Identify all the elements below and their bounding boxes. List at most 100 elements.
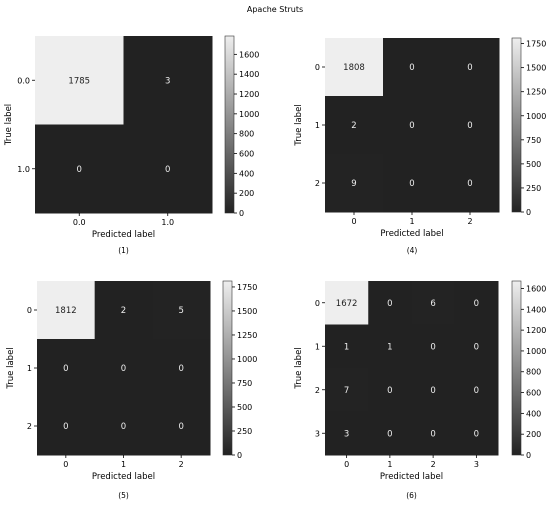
colorbar-tick-label: 400 [526, 409, 541, 418]
matrix-cell [152, 339, 211, 398]
y-tick-label: 2 [315, 179, 320, 188]
x-tick-label: 1 [121, 460, 126, 469]
matrix-cell [325, 96, 384, 155]
colorbar-tick-label: 1400 [239, 70, 259, 79]
cell-value-label: 0 [387, 299, 392, 309]
cell-value-label: 2 [351, 121, 356, 131]
colorbar-tick-label: 1000 [526, 112, 546, 121]
colorbar-tick-label: 0 [526, 451, 531, 460]
cell-value-label: 0 [467, 121, 472, 131]
colorbar-tick-label: 1600 [239, 50, 259, 59]
matrix-cell [454, 368, 499, 412]
cell-value-label: 0 [178, 364, 183, 374]
cell-value-label: 0 [467, 179, 472, 189]
figure-title: Apache Struts [247, 5, 303, 14]
cell-value-label: 0 [430, 429, 435, 439]
cell-value-label: 0 [121, 364, 126, 374]
colorbar-tick-label: 1200 [526, 326, 546, 335]
colorbar-tick-label: 1750 [237, 283, 257, 292]
matrix-cell [454, 411, 499, 456]
cell-value-label: 0 [77, 165, 82, 175]
cell-value-label: 1 [387, 342, 392, 352]
cell-value-label: 0 [121, 422, 126, 432]
colorbar-tick-label: 500 [526, 160, 541, 169]
confusion-matrix-panel: 1672 0 6 0 1 1 0 0 7 0 0 0 3 0 0 0 0 1 2 3 0 1 2 3 Predicted lab… [294, 280, 546, 500]
y-tick-label: 1.0 [17, 165, 30, 174]
matrix-cell [37, 281, 96, 340]
panel-caption: (1) [118, 246, 129, 255]
y-tick-label: 0 [315, 299, 320, 308]
cell-value-label: 0 [409, 63, 414, 73]
y-tick-label: 3 [315, 429, 320, 438]
x-tick-label: 0 [351, 217, 356, 226]
matrix-cell [152, 281, 211, 340]
matrix-cell [123, 124, 213, 214]
matrix-cell [454, 324, 499, 369]
colorbar-tick-label: 1750 [526, 40, 546, 49]
x-tick-label: 2 [179, 460, 184, 469]
y-axis-label: True label [4, 104, 14, 146]
confusion-matrix-panel: 1808 0 0 2 0 0 9 0 0 0 1 2 0 1 2 Predicted label True la… [294, 37, 546, 255]
cell-value-label: 0 [165, 165, 170, 175]
y-tick-label: 0.0 [17, 76, 30, 85]
matrix-cell [411, 411, 456, 456]
colorbar-tick-label: 1600 [526, 284, 546, 293]
colorbar-tick-label: 800 [239, 130, 254, 139]
cell-value-label: 1 [344, 342, 349, 352]
matrix-cell [383, 96, 442, 155]
cell-value-label: 0 [430, 342, 435, 352]
matrix-cell [152, 397, 211, 456]
x-tick-label: 2 [467, 217, 472, 226]
matrix-cell [325, 368, 369, 412]
cell-value-label: 5 [178, 306, 183, 316]
colorbar-tick-label: 250 [526, 184, 541, 193]
cell-value-label: 6 [430, 299, 435, 309]
matrix-cell [94, 397, 153, 456]
colorbar-tick-label: 750 [237, 379, 252, 388]
matrix-cell [411, 368, 456, 412]
matrix-cell [35, 124, 124, 214]
y-tick-label: 1 [315, 342, 320, 351]
x-tick-label: 1 [387, 460, 392, 469]
x-axis-label: Predicted label [92, 472, 155, 482]
x-axis-label: Predicted label [92, 230, 155, 240]
cell-value-label: 0 [387, 429, 392, 439]
cell-value-label: 0 [63, 364, 68, 374]
y-tick-label: 2 [315, 386, 320, 395]
colorbar-tick-label: 0 [237, 451, 242, 460]
y-axis-label: True label [294, 104, 304, 146]
x-axis-label: Predicted label [380, 229, 443, 239]
colorbar-tick-label: 1000 [526, 347, 546, 356]
matrix-cell [454, 281, 499, 325]
matrix-cell [35, 36, 124, 125]
cell-value-label: 0 [409, 179, 414, 189]
colorbar [511, 37, 522, 213]
matrix-cell [368, 324, 412, 369]
colorbar-tick-label: 800 [526, 368, 541, 377]
matrix-cell [383, 38, 442, 97]
matrix-cell [94, 281, 153, 340]
colorbar-tick-label: 500 [237, 403, 252, 412]
cell-value-label: 7 [344, 386, 349, 396]
cell-value-label: 3 [165, 76, 170, 86]
y-tick-label: 0 [27, 306, 32, 315]
x-tick-label: 3 [474, 460, 479, 469]
matrix-cell [37, 397, 96, 456]
colorbar [224, 35, 235, 214]
colorbar-tick-label: 0 [526, 208, 531, 217]
matrix-cell [368, 411, 412, 456]
cell-value-label: 0 [474, 386, 479, 396]
x-axis-label: Predicted label [380, 472, 443, 482]
colorbar-tick-label: 750 [526, 136, 541, 145]
y-tick-label: 2 [27, 422, 32, 431]
panel-caption: (5) [118, 491, 129, 500]
cell-value-label: 0 [474, 299, 479, 309]
matrix-cell [94, 339, 153, 398]
colorbar-tick-label: 1250 [237, 331, 257, 340]
colorbar-tick-label: 1400 [526, 305, 546, 314]
panel-caption: (4) [407, 246, 418, 255]
cell-value-label: 0 [430, 386, 435, 396]
matrix-cell [368, 281, 412, 325]
